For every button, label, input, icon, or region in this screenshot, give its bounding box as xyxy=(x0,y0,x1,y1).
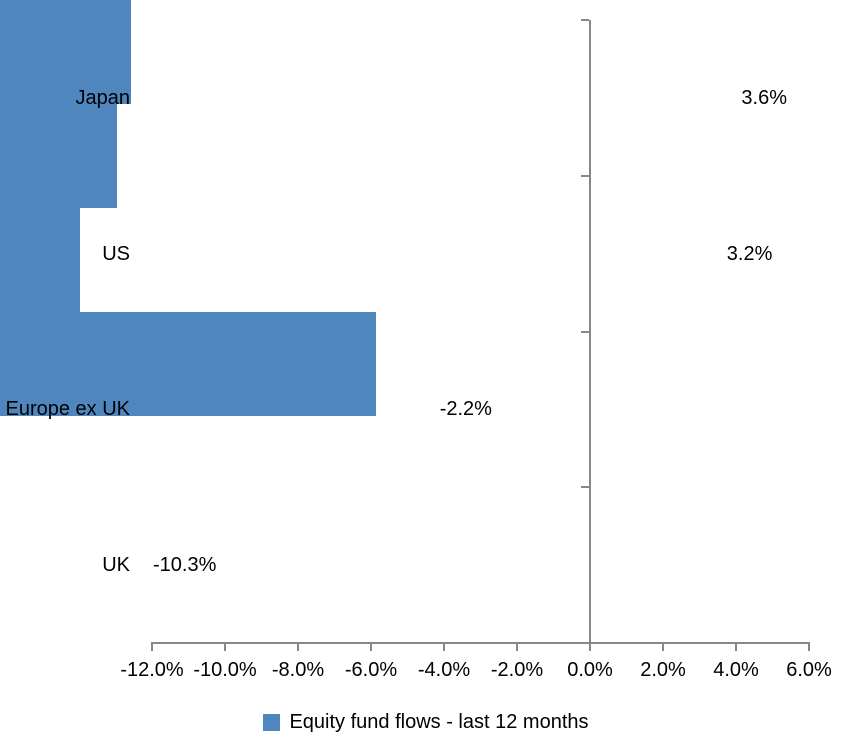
x-tick-label: -12.0% xyxy=(120,659,184,681)
legend: Equity fund flows - last 12 months xyxy=(0,707,852,737)
x-tick-label: -8.0% xyxy=(271,659,325,681)
x-tick-label: 0.0% xyxy=(567,659,613,681)
bar-value-label: -10.3% xyxy=(153,554,217,577)
legend-label: Equity fund flows - last 12 months xyxy=(289,710,589,733)
x-tick-label: -6.0% xyxy=(344,659,398,681)
bar-value-label: 3.6% xyxy=(741,86,787,109)
x-tick-label: -4.0% xyxy=(417,659,471,681)
bar xyxy=(0,312,376,416)
bar-value-label: -2.2% xyxy=(439,398,492,421)
x-tick xyxy=(224,644,226,651)
x-tick-label: -10.0% xyxy=(193,659,257,681)
x-axis-line xyxy=(151,642,810,644)
legend-swatch xyxy=(263,713,281,731)
x-tick xyxy=(297,644,299,651)
x-tick xyxy=(370,644,372,651)
x-tick xyxy=(516,644,518,651)
y-axis-tick xyxy=(581,486,589,489)
y-axis-tick xyxy=(581,19,589,21)
y-axis-line xyxy=(589,20,591,643)
bar-value-label: 3.2% xyxy=(726,242,773,265)
x-tick-label: -2.0% xyxy=(490,659,544,681)
category-label: Japan xyxy=(75,86,131,109)
y-axis-tick xyxy=(581,330,589,333)
x-tick-label: 4.0% xyxy=(713,659,759,681)
category-label: UK xyxy=(102,554,130,577)
bar xyxy=(0,104,117,208)
x-tick xyxy=(735,644,737,651)
x-tick xyxy=(443,644,445,651)
x-tick-label: 2.0% xyxy=(640,659,686,681)
y-axis-tick xyxy=(581,174,589,177)
x-tick xyxy=(808,644,810,651)
bar xyxy=(0,0,132,104)
bar xyxy=(0,208,81,312)
category-label: US xyxy=(102,242,130,265)
category-label: Europe ex UK xyxy=(5,398,130,421)
x-tick xyxy=(589,644,591,651)
x-tick-label: 6.0% xyxy=(786,659,832,681)
y-axis-tick xyxy=(581,642,589,644)
x-tick xyxy=(662,644,664,651)
x-tick xyxy=(151,644,153,651)
